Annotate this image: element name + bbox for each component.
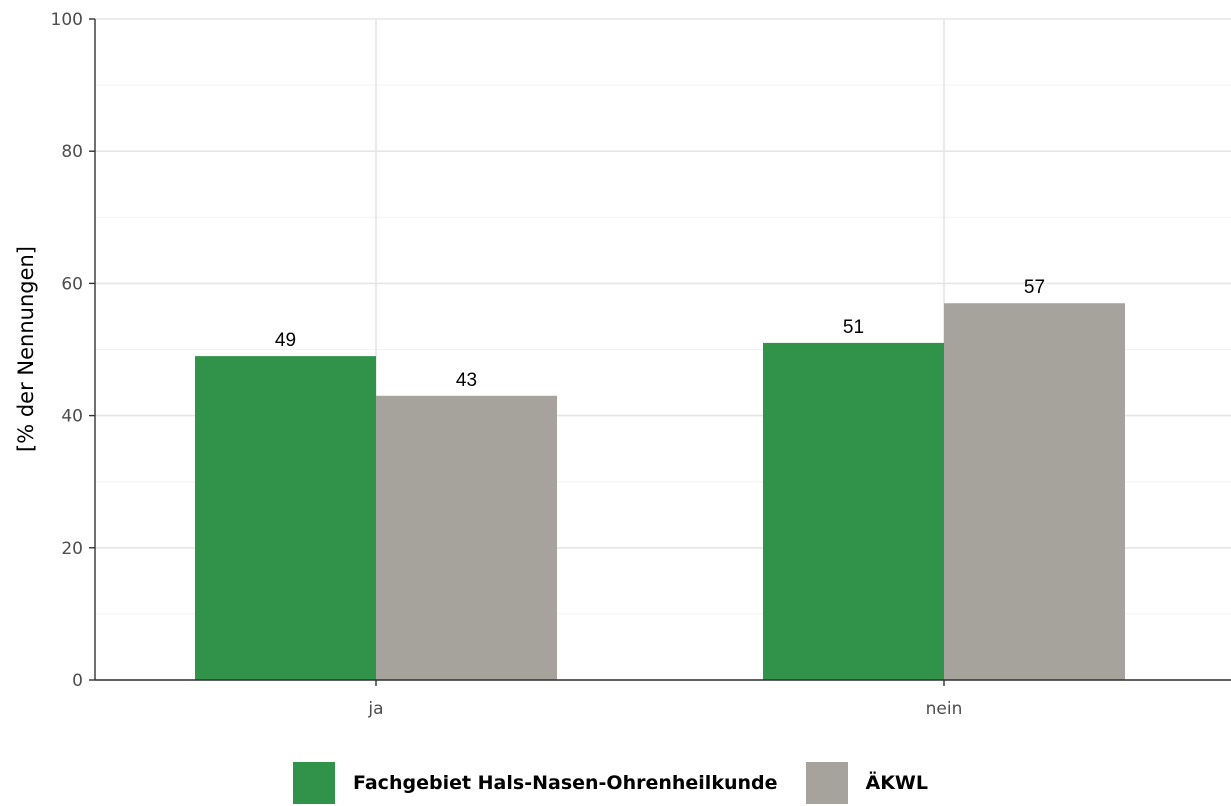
y-axis-title: [% der Nennungen]	[14, 246, 38, 452]
y-tick-labels: 0 20 40 60 80 100	[51, 10, 83, 691]
data-label-ja-series-0: 49	[275, 330, 296, 351]
data-label-nein-series-1: 57	[1024, 277, 1045, 298]
data-labels: 49 51 43 57	[275, 277, 1045, 391]
y-tick-label: 20	[61, 539, 83, 559]
bar-ja-series-1	[376, 395, 557, 680]
y-tick-label: 60	[61, 274, 83, 294]
legend-swatch-aekwl	[805, 762, 848, 804]
x-tick-label-ja: ja	[367, 699, 383, 719]
y-tick-label: 0	[72, 671, 83, 691]
x-tick-label-nein: nein	[926, 699, 963, 719]
y-tick-label: 80	[61, 142, 83, 162]
data-label-nein-series-0: 51	[843, 317, 864, 338]
legend-label-aekwl: ÄKWL	[865, 772, 929, 794]
legend: Fachgebiet Hals-Nasen-Ohrenheilkunde ÄKW…	[0, 760, 1231, 806]
legend-label-hno: Fachgebiet Hals-Nasen-Ohrenheilkunde	[353, 772, 778, 794]
bar-ja-series-0	[195, 356, 376, 680]
legend-item-aekwl: ÄKWL	[805, 762, 939, 804]
bars	[195, 303, 1125, 680]
x-tick-labels: ja nein	[367, 699, 962, 719]
axes	[89, 18, 1231, 686]
y-tick-label: 100	[51, 10, 83, 30]
legend-item-hno: Fachgebiet Hals-Nasen-Ohrenheilkunde	[293, 762, 788, 804]
bar-chart: 0 20 40 60 80 100 ja nein 49 51 43 57 [% der Nenn…	[14, 10, 1231, 719]
data-label-ja-series-1: 43	[456, 370, 477, 391]
legend-swatch-hno	[293, 762, 335, 804]
bar-nein-series-0	[763, 342, 944, 680]
y-tick-label: 40	[61, 407, 83, 427]
bar-nein-series-1	[944, 303, 1125, 680]
